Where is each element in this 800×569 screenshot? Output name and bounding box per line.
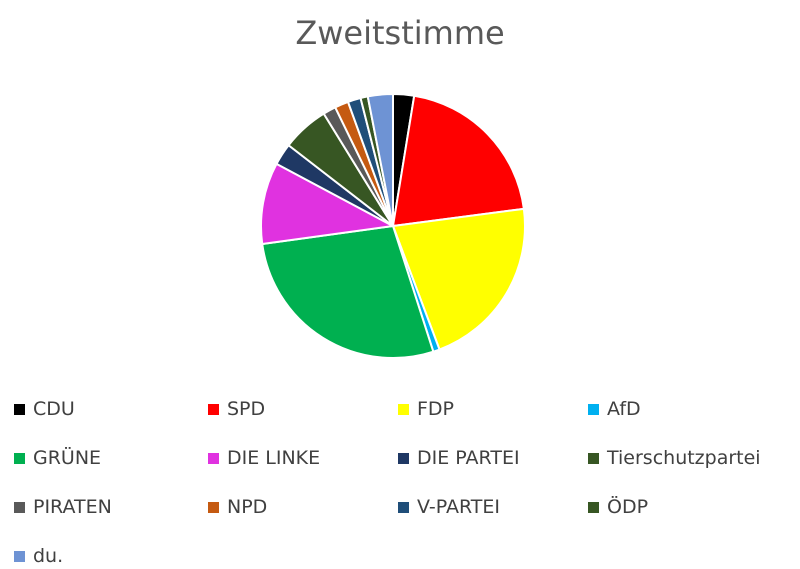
legend-swatch [14,452,25,464]
legend-label: AfD [607,398,641,420]
legend-item-tierschutzpartei: Tierschutzpartei [588,447,761,469]
legend-item-v-partei: V-PARTEI [398,496,500,518]
legend-label: NPD [227,496,268,518]
legend-item-piraten: PIRATEN [14,496,112,518]
legend-label: ÖDP [607,496,649,518]
legend-swatch [208,501,219,513]
legend-item-die-linke: DIE LINKE [208,447,320,469]
legend-swatch [588,501,599,513]
legend-label: GRÜNE [33,447,102,469]
legend-item-npd: NPD [208,496,267,518]
legend-item-die-partei: DIE PARTEI [398,447,520,469]
pie-slice-spd [392,94,525,227]
legend-item-spd: SPD [208,398,265,420]
legend-item-cdu: CDU [14,398,75,420]
legend-item-du: du. [14,545,63,567]
chart-title: Zweitstimme [295,14,505,52]
legend-item-fdp: FDP [398,398,454,420]
legend-swatch [14,550,25,562]
legend-label: Tierschutzpartei [607,447,761,469]
legend-swatch [14,501,25,513]
legend-label: FDP [417,398,455,420]
legend-label: DIE PARTEI [417,447,520,469]
legend-label: DIE LINKE [227,447,321,469]
legend-item-grüne: GRÜNE [14,447,101,469]
pie-slice-fdp [392,207,526,351]
legend-swatch [208,403,219,415]
legend-swatch [588,452,599,464]
legend-swatch [398,501,409,513]
legend-swatch [398,452,409,464]
legend-label: SPD [227,398,266,420]
pie-slice-die-linke [260,162,394,245]
legend-swatch [208,452,219,464]
legend-swatch [398,403,409,415]
legend-label: PIRATEN [33,496,112,518]
pie-slice-du [366,93,394,227]
legend-label: V-PARTEI [417,496,501,518]
legend-item-afd: AfD [588,398,641,420]
legend-swatch [14,403,25,415]
legend-swatch [588,403,599,415]
legend-label: du. [33,545,64,567]
pie-slice-grüne [261,225,435,359]
legend-label: CDU [33,398,75,420]
legend-item-ödp: ÖDP [588,496,648,518]
